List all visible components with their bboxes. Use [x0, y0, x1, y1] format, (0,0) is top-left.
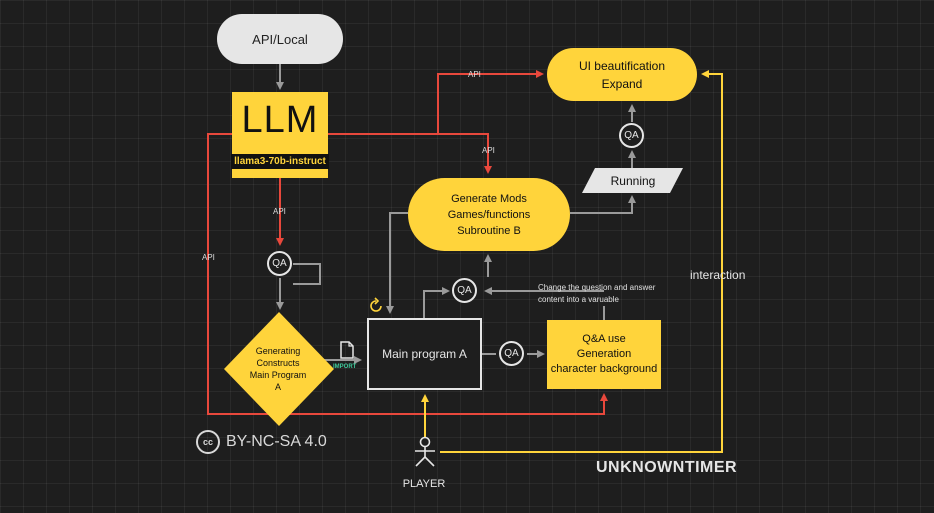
note-line-2: content into a varuable — [538, 295, 619, 304]
creative-commons-icon: cc — [196, 430, 220, 454]
diamond-label: Generating Constructs Main Program A — [240, 338, 316, 400]
generate-mods-node: Generate Mods Games/functions Subroutine… — [408, 178, 570, 251]
qa-use-line-2: Generation — [576, 348, 632, 360]
main-program-node: Main program A — [367, 318, 482, 390]
qa-node-output: QA — [499, 341, 524, 366]
api-label-left: API — [202, 253, 215, 262]
api-label-ui: API — [468, 70, 481, 79]
qa-use-node: Q&A use Generation character background — [547, 320, 661, 389]
main-program-label: Main program A — [382, 347, 467, 361]
running-parallelogram — [582, 168, 683, 193]
running-label: Running — [610, 173, 656, 188]
diamond-line-2: Constructs — [256, 358, 300, 368]
gen-line-3: Subroutine B — [457, 224, 521, 237]
qa-node-main: QA — [452, 278, 477, 303]
qa-use-line-1: Q&A use — [582, 333, 626, 345]
note-line-1: Change the question and answer — [538, 283, 656, 292]
interaction-label: interaction — [690, 268, 746, 282]
diamond-line-4: A — [274, 382, 281, 392]
qa-node-running: QA — [619, 123, 644, 148]
qa-label: QA — [457, 285, 472, 296]
person-icon — [415, 436, 435, 467]
api-label-qa: API — [273, 207, 286, 216]
diamond-line-3: Main Program — [249, 370, 307, 380]
variable-note: Change the question and answer content i… — [538, 282, 688, 306]
qa-label: QA — [504, 348, 519, 359]
author-signature: UNKNOWNTIMER — [596, 459, 738, 476]
ui-line-1: UI beautification — [578, 58, 666, 73]
llm-model-label: llama3-70b-instruct — [231, 154, 329, 169]
document-icon — [340, 341, 354, 359]
ui-beautification-node: UI beautification Expand — [547, 48, 697, 101]
license-badge: cc BY-NC-SA 4.0 — [196, 430, 327, 454]
ui-line-2: Expand — [601, 76, 643, 91]
license-text: BY-NC-SA 4.0 — [226, 433, 327, 450]
api-label-gen: API — [482, 146, 495, 155]
import-label: IMPORT — [333, 364, 357, 370]
gen-line-2: Games/functions — [447, 208, 531, 221]
api-local-label: API/Local — [252, 31, 308, 47]
decision-diamond — [224, 312, 334, 426]
qa-label: QA — [272, 258, 287, 269]
refresh-icon — [370, 297, 382, 312]
player-label: PLAYER — [402, 478, 446, 490]
running-node: Running — [587, 168, 679, 193]
llm-node: LLM llama3-70b-instruct — [231, 92, 329, 178]
diamond-line-1: Generating — [255, 346, 301, 356]
gen-line-1: Generate Mods — [451, 192, 527, 205]
qa-use-line-3: character background — [550, 363, 658, 375]
api-local-node: API/Local — [217, 14, 343, 64]
llm-title: LLM — [241, 99, 319, 141]
qa-label: QA — [624, 130, 639, 141]
qa-node-llm: QA — [267, 251, 292, 276]
